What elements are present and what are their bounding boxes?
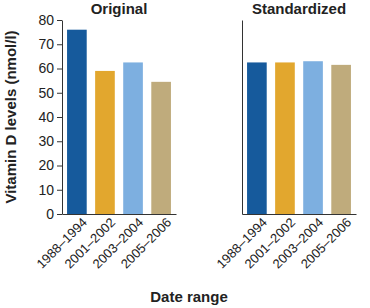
y-tick-mark [57,20,62,21]
x-tick-label: 2005–2006 [298,215,355,272]
y-tick-mark [57,214,62,215]
y-tick: 60 [38,60,62,76]
y-tick-label: 60 [38,60,54,76]
bar [247,62,267,214]
x-axis: 1988–19942001–20022003–20042005–2006 [213,214,356,271]
x-axis: 1988–19942001–20022003–20042005–2006 [33,214,176,271]
y-tick: 0 [46,206,62,222]
bars [67,30,171,214]
bar [67,30,87,214]
bars [247,61,351,214]
y-tick-label: 70 [38,36,54,52]
y-tick: 50 [38,85,62,101]
y-tick-label: 50 [38,85,54,101]
y-tick-label: 0 [46,206,54,222]
y-tick-mark [57,44,62,45]
y-axis-line [62,21,63,215]
y-tick-label: 40 [38,109,54,125]
y-axis [242,21,243,215]
chart: 0 10 20 30 40 50 60 70 80 1988–19942001–20022003–… [0,0,370,308]
y-tick-mark [57,190,62,191]
y-axis-title: Vitamin D levels (nmol/l) [2,30,19,203]
bar [123,62,143,214]
x-axis-line [243,214,357,215]
y-tick-label: 20 [38,157,54,173]
y-tick: 70 [38,36,62,52]
y-tick-mark [57,93,62,94]
y-tick-mark [57,166,62,167]
x-axis-line [63,214,177,215]
y-tick-mark [57,141,62,142]
y-tick-label: 30 [38,133,54,149]
y-tick: 10 [38,182,62,198]
y-tick-mark [57,117,62,118]
x-tick: 2005–2006 [298,214,355,271]
panel-title: Standardized [252,0,346,17]
bar [331,65,351,214]
y-axis: 0 10 20 30 40 50 60 70 80 [38,12,62,222]
x-tick-label: 2005–2006 [118,215,175,272]
y-tick: 40 [38,109,62,125]
panel-title: Original [91,0,148,17]
y-tick-mark [57,69,62,70]
y-tick-label: 10 [38,182,54,198]
y-tick: 80 [38,12,62,28]
x-axis-title: Date range [150,288,228,305]
bar [275,62,295,214]
bar [303,61,323,214]
bar [95,71,115,214]
y-tick-label: 80 [38,12,54,28]
bar [151,82,171,214]
x-tick: 2005–2006 [118,214,175,271]
y-tick: 20 [38,157,62,173]
y-axis-line [242,21,243,215]
y-tick: 30 [38,133,62,149]
